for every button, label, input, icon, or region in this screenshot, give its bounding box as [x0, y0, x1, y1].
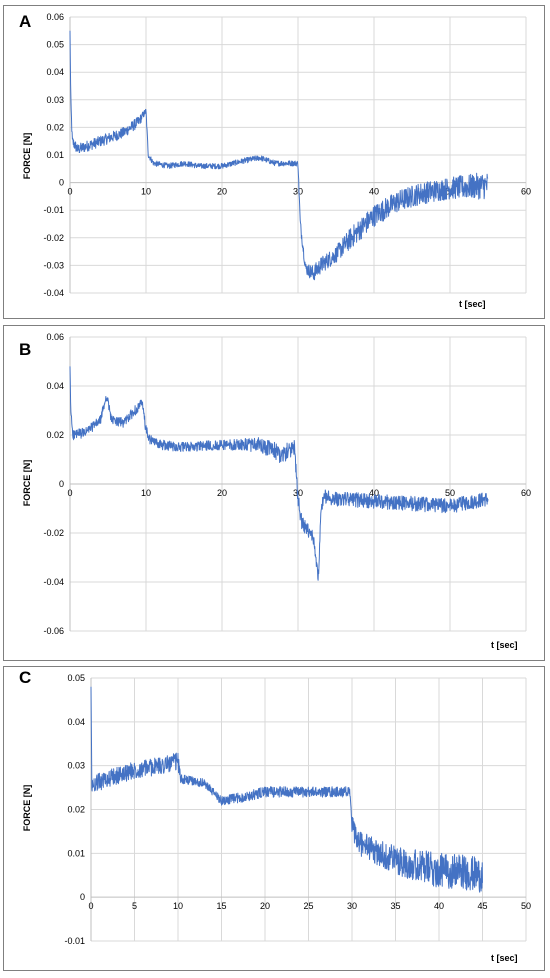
chart-c-x-tick-label-6: 30 — [347, 901, 357, 911]
chart-c-x-tick-label-2: 10 — [173, 901, 183, 911]
chart-c-plot: -0.01 0 0.01 0.02 0.03 0.04 0.05 0 5 10 15 20 25 30 35… — [64, 673, 531, 946]
chart-a-series-line-0 — [69, 30, 489, 281]
x-axis-title-b: t [sec] — [491, 640, 518, 650]
chart-b-y-tick-label-0: -0.06 — [43, 626, 64, 636]
chart-a-y-tick-label-6: 0.02 — [46, 122, 64, 132]
chart-c-y-tick-label-4: 0.03 — [67, 761, 85, 771]
chart-a-x-tick-label-3: 30 — [293, 187, 303, 197]
chart-c-series-line-0 — [90, 686, 483, 893]
chart-b-x-tick-label-0: 0 — [67, 488, 72, 498]
panel-label-a: A — [19, 12, 32, 31]
chart-a-y-tick-label-8: 0.04 — [46, 67, 64, 77]
chart-a-plot: -0.04-0.03-0.02-0.0100.010.020.030.040.0… — [43, 12, 531, 298]
chart-panel-b: -0.06 -0.04 -0.02 0 0.02 0.04 0.06 0 10 20 30 40 50 6… — [3, 325, 545, 661]
chart-c-y-tick-label-3: 0.02 — [67, 805, 85, 815]
chart-c-y-tick-label-5: 0.04 — [67, 717, 85, 727]
chart-b-y-tick-label-6: 0.06 — [46, 332, 64, 342]
chart-b-x-tick-label-2: 20 — [217, 488, 227, 498]
y-axis-title-c: FORCE [N] — [22, 784, 32, 832]
chart-a-y-tick-label-10: 0.06 — [46, 12, 64, 22]
chart-a-y-tick-label-7: 0.03 — [46, 95, 64, 105]
chart-a-x-tick-label-1: 10 — [141, 187, 151, 197]
chart-c-x-tick-label-9: 45 — [477, 901, 487, 911]
chart-b-series-line-0 — [69, 366, 489, 581]
chart-b-y-tick-label-2: -0.02 — [43, 528, 64, 538]
y-axis-title-b: FORCE [N] — [22, 459, 32, 507]
chart-a-x-tick-label-0: 0 — [67, 187, 72, 197]
chart-a-y-tick-label-1: -0.03 — [43, 260, 64, 270]
chart-a-y-tick-label-9: 0.05 — [46, 40, 64, 50]
chart-b-x-tick-label-5: 50 — [445, 488, 455, 498]
chart-panel-c: -0.01 0 0.01 0.02 0.03 0.04 0.05 0 5 10 15 20 25 30 35… — [3, 666, 545, 971]
chart-c-x-tick-label-5: 25 — [303, 901, 313, 911]
chart-a-y-tick-label-4: 0 — [59, 178, 64, 188]
panel-label-c: C — [19, 668, 32, 687]
chart-a-y-tick-label-3: -0.01 — [43, 205, 64, 215]
chart-c-x-tick-label-0: 0 — [88, 901, 93, 911]
chart-b-y-tick-label-3: 0 — [59, 479, 64, 489]
chart-c-x-tick-label-4: 20 — [260, 901, 270, 911]
chart-b-y-tick-label-1: -0.04 — [43, 577, 64, 587]
chart-c-y-tick-label-0: -0.01 — [64, 936, 85, 946]
y-axis-title-a: FORCE [N] — [22, 132, 32, 180]
chart-c-y-tick-label-2: 0.01 — [67, 848, 85, 858]
chart-c-x-tick-label-8: 40 — [434, 901, 444, 911]
x-axis-title-c: t [sec] — [491, 953, 518, 963]
chart-b-x-tick-label-4: 40 — [369, 488, 379, 498]
chart-b-x-tick-label-1: 10 — [141, 488, 151, 498]
chart-a-x-tick-label-2: 20 — [217, 187, 227, 197]
chart-b-y-tick-label-5: 0.04 — [46, 381, 64, 391]
chart-c-x-tick-label-1: 5 — [132, 901, 137, 911]
chart-a-y-tick-label-0: -0.04 — [43, 288, 64, 298]
chart-b-y-tick-label-4: 0.02 — [46, 430, 64, 440]
chart-a-y-tick-label-2: -0.02 — [43, 233, 64, 243]
chart-panel-a: -0.04 -0.03 -0.02 -0.01 0 0.01 0.02 0.03 0.04 0.0… — [3, 5, 545, 319]
chart-c-y-tick-label-1: 0 — [80, 892, 85, 902]
x-axis-title-a: t [sec] — [459, 299, 486, 309]
chart-a-x-tick-label-4: 40 — [369, 187, 379, 197]
chart-b-x-tick-label-6: 60 — [521, 488, 531, 498]
chart-c-y-tick-label-6: 0.05 — [67, 673, 85, 683]
chart-a-x-tick-label-6: 60 — [521, 187, 531, 197]
chart-c-x-tick-label-3: 15 — [216, 901, 226, 911]
chart-c-x-tick-label-10: 50 — [521, 901, 531, 911]
chart-a-y-tick-label-5: 0.01 — [46, 150, 64, 160]
panel-label-b: B — [19, 340, 32, 359]
chart-c-x-tick-label-7: 35 — [390, 901, 400, 911]
